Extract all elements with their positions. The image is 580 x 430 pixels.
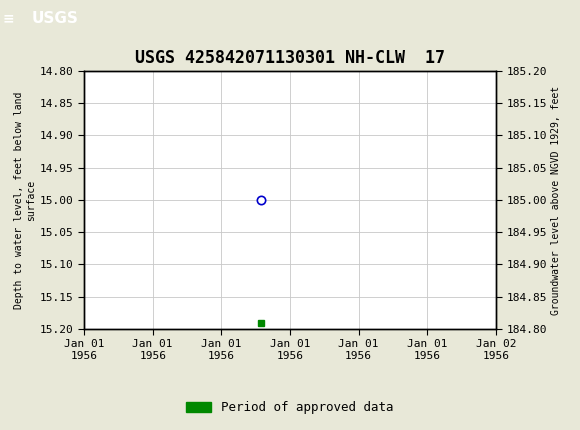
Y-axis label: Groundwater level above NGVD 1929, feet: Groundwater level above NGVD 1929, feet <box>551 86 561 314</box>
Title: USGS 425842071130301 NH-CLW  17: USGS 425842071130301 NH-CLW 17 <box>135 49 445 67</box>
Legend: Period of approved data: Period of approved data <box>181 396 399 419</box>
Text: USGS: USGS <box>32 11 79 26</box>
Text: ≡: ≡ <box>3 11 14 25</box>
Y-axis label: Depth to water level, feet below land
surface: Depth to water level, feet below land su… <box>14 91 36 309</box>
